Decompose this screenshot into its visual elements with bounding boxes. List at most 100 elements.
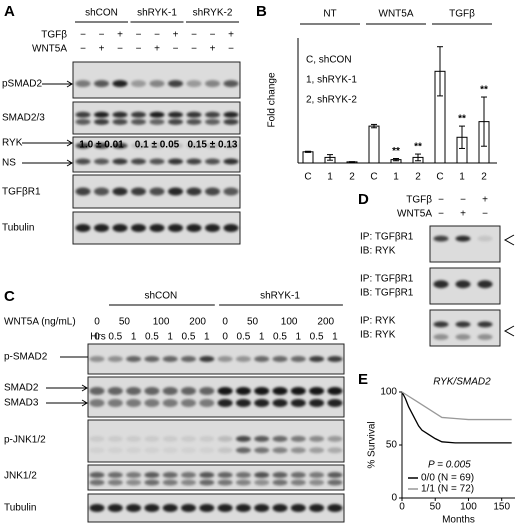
blot-band xyxy=(199,387,215,395)
treatment-sign: − xyxy=(99,30,105,41)
blot-band xyxy=(131,80,146,88)
blot-ip xyxy=(429,225,501,263)
blot-band xyxy=(168,142,183,149)
p-value: P = 0.005 xyxy=(428,460,471,471)
hours-value: 0.5 xyxy=(310,332,324,343)
blot-band xyxy=(186,158,202,165)
blot-band xyxy=(235,399,251,407)
blot-band xyxy=(149,80,165,88)
blot-tgfbr1 xyxy=(72,174,241,209)
hours-value: 1 xyxy=(296,332,302,343)
blot-band xyxy=(162,399,178,407)
blot-label: Tubulin xyxy=(4,503,36,514)
blot-background xyxy=(429,309,501,347)
blot-band xyxy=(186,80,202,88)
blot-band xyxy=(94,80,109,88)
blot-band xyxy=(254,447,270,454)
blot-band xyxy=(290,447,306,454)
hours-value: 1 xyxy=(131,332,137,343)
blot-band xyxy=(162,447,178,454)
blot-band xyxy=(223,111,239,118)
x-tick-label: 1 xyxy=(393,172,399,183)
blot-band xyxy=(131,187,146,196)
blot-ip xyxy=(429,267,501,305)
blot-band xyxy=(327,447,343,454)
blot-band xyxy=(223,80,239,88)
treatment-sign: − xyxy=(191,30,197,41)
treatment-sign: − xyxy=(80,44,86,55)
blot-band xyxy=(75,80,91,88)
blot-band xyxy=(199,504,215,512)
blot-band xyxy=(272,387,288,395)
blot-band xyxy=(181,387,196,395)
ip-label: IP: TGFβR1 xyxy=(360,232,414,243)
error-bar xyxy=(393,158,399,162)
significance: ** xyxy=(392,146,400,157)
treatment-sign: − xyxy=(117,44,123,55)
blot-band xyxy=(290,479,306,486)
blot-label: Tubulin xyxy=(2,223,34,234)
ib-label: IB: RYK xyxy=(360,246,396,257)
blot-band xyxy=(309,387,325,395)
treatment-sign: − xyxy=(460,195,466,206)
blot-band xyxy=(217,472,233,478)
significance: ** xyxy=(414,142,422,153)
blot-band xyxy=(126,435,142,442)
y-tick-label: 0 xyxy=(391,493,397,504)
y-tick-label: 50 xyxy=(386,440,398,451)
hours-value: 0.5 xyxy=(273,332,287,343)
blot-band xyxy=(126,479,142,486)
blot-band xyxy=(235,447,251,454)
x-tick-label: 150 xyxy=(493,502,510,513)
blot-band xyxy=(309,472,325,478)
y-axis-label: Fold change xyxy=(267,72,278,127)
blot-band xyxy=(433,235,449,242)
treatment-sign: − xyxy=(438,209,444,220)
blot-band xyxy=(94,142,109,149)
blot-band xyxy=(168,80,183,88)
panel-letter: D xyxy=(358,191,369,208)
group-header: shCON xyxy=(145,291,178,302)
blot-band xyxy=(477,235,493,242)
blot-band xyxy=(89,435,105,442)
blot-band xyxy=(254,399,270,407)
blot-band xyxy=(112,187,128,196)
blot-label: pSMAD2 xyxy=(2,79,42,90)
blot-band xyxy=(126,399,142,407)
blot-band xyxy=(217,387,233,395)
x-tick-label: 0 xyxy=(399,502,405,513)
blot-band xyxy=(290,435,306,442)
blot-background xyxy=(87,464,345,491)
blot-band xyxy=(254,435,270,442)
treatment-sign: + xyxy=(117,30,123,41)
arrow-head xyxy=(66,159,73,167)
blot-band xyxy=(181,504,196,512)
blot-band xyxy=(107,447,123,454)
blot-band xyxy=(455,280,471,289)
blot-band xyxy=(327,472,343,478)
error-bar xyxy=(481,96,487,147)
error-bar xyxy=(459,125,465,149)
blot-band xyxy=(205,80,220,88)
blot-band xyxy=(272,435,288,442)
blot-band xyxy=(199,399,215,407)
blot-band xyxy=(309,399,325,407)
blot-band xyxy=(217,479,233,486)
blot-band xyxy=(162,504,178,512)
blot-band xyxy=(327,387,343,395)
treatment-sign: + xyxy=(173,30,179,41)
blot-band xyxy=(217,504,233,512)
blot-jnk xyxy=(87,464,345,491)
blot-band xyxy=(205,158,220,165)
blot-band xyxy=(126,472,142,478)
treatment-label: WNT5A xyxy=(397,209,432,220)
hours-value: 1 xyxy=(259,332,265,343)
treatment-sign: − xyxy=(191,44,197,55)
hours-value: 0.5 xyxy=(108,332,122,343)
blot-background xyxy=(87,419,345,463)
blot-band xyxy=(89,399,105,407)
y-tick-label: 100 xyxy=(380,387,397,398)
blot-band xyxy=(126,387,142,395)
blot-label: JNK1/2 xyxy=(4,471,37,482)
